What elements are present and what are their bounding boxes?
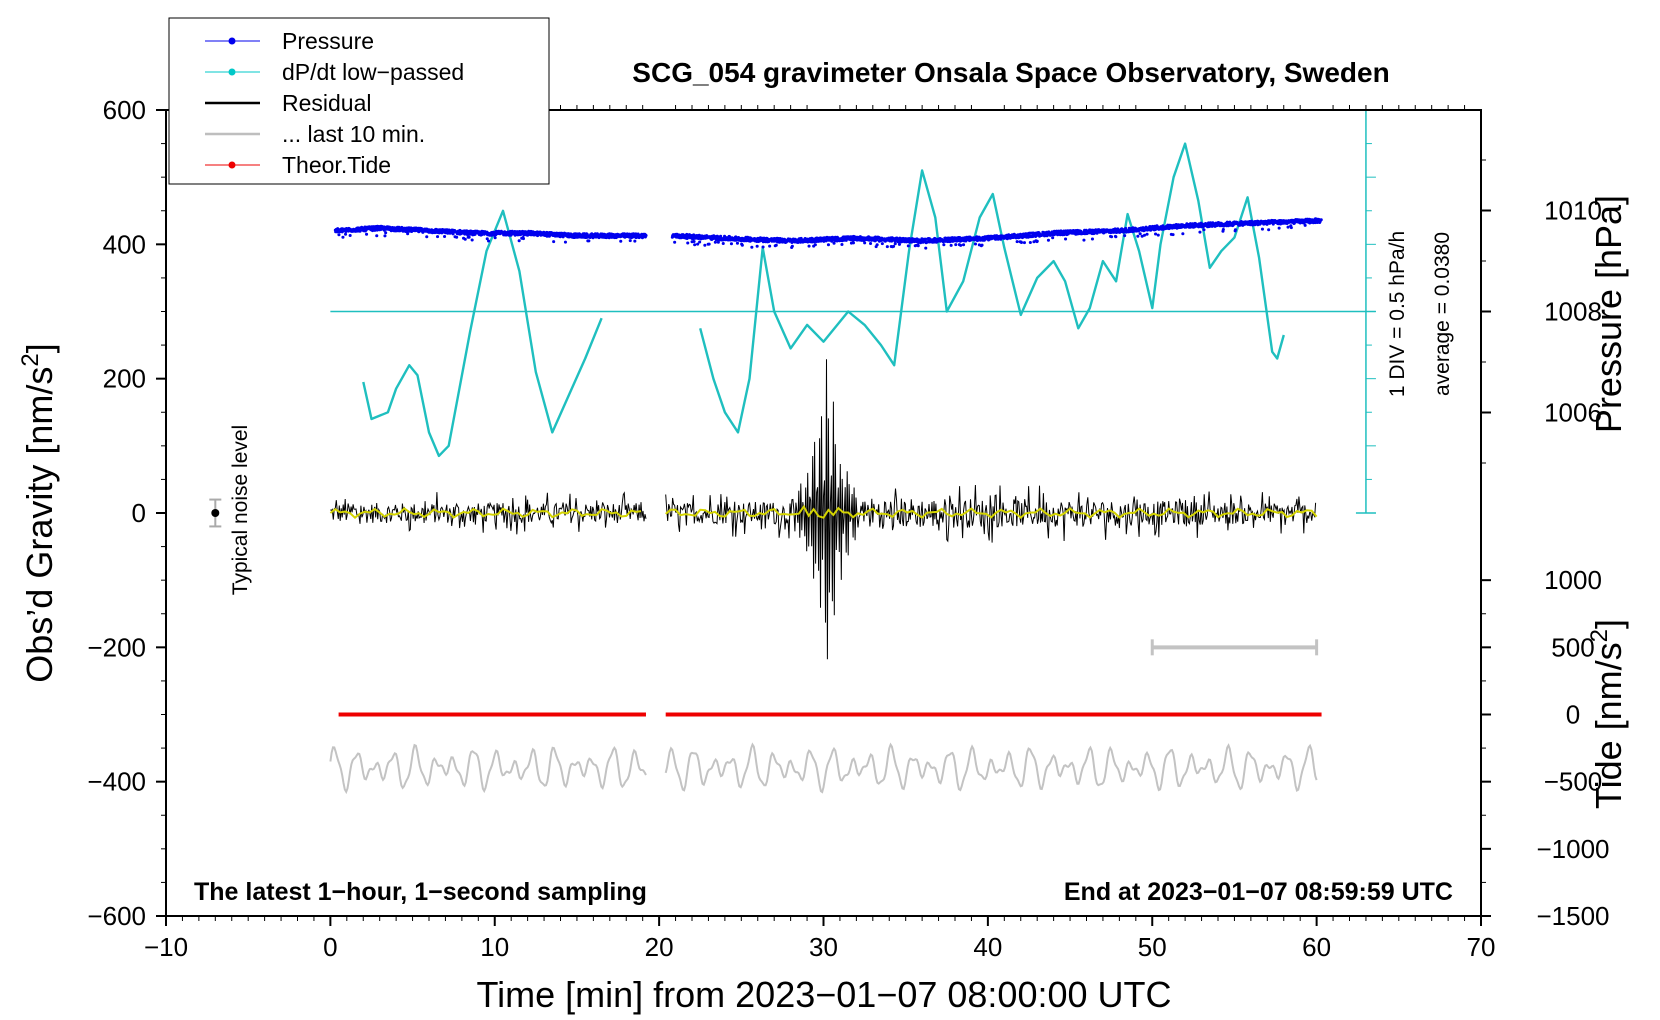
- pressure-tick-label: 1010: [1544, 195, 1602, 225]
- x-axis-label: Time [min] from 2023−01−07 08:00:00 UTC: [476, 974, 1171, 1015]
- tide-tick-label: −500: [1544, 767, 1603, 797]
- pressure-tick-label: 1008: [1544, 297, 1602, 327]
- y-tick-label: −600: [87, 901, 146, 931]
- chart-title: SCG_054 gravimeter Onsala Space Observat…: [632, 57, 1389, 88]
- y-tick-label: 400: [103, 229, 146, 259]
- x-tick-label: 10: [480, 932, 509, 962]
- last10-layer: [329, 742, 1318, 795]
- legend-label: ... last 10 min.: [282, 121, 425, 147]
- y-tick-label: 200: [103, 364, 146, 394]
- legend-items: Pressure dP/dt low−passed Residual ... last…: [205, 28, 464, 178]
- x-tick-label: 40: [973, 932, 1002, 962]
- noise-level-label: Typical noise level: [229, 425, 252, 595]
- x-tick-label: 20: [645, 932, 674, 962]
- dpdt-scale-label: 1 DIV = 0.5 hPa/h: [1386, 231, 1409, 397]
- dpdt-layer: [362, 142, 1285, 458]
- pressure-axis-label: Pressure [hPa]: [1588, 195, 1629, 433]
- pressure-dots: [333, 224, 648, 244]
- axes-layer: −10 0 10 20 30 40 50 60 70 600 400 200 0 −200 −400 −600…: [87, 95, 1609, 962]
- footer-left-label: The latest 1−hour, 1−second sampling: [194, 878, 647, 906]
- dpdt-line-segment: [699, 142, 1285, 434]
- last10-line-segment: [664, 742, 1318, 794]
- legend-label: Theor.Tide: [282, 152, 391, 178]
- tide-tick-label: −1500: [1536, 901, 1609, 931]
- x-tick-label: 60: [1302, 932, 1331, 962]
- tide-tick-label: 1000: [1544, 565, 1602, 595]
- pressure-tick-label: 1006: [1544, 398, 1602, 428]
- x-tick-label: 0: [323, 932, 337, 962]
- legend: Pressure dP/dt low−passed Residual ... last…: [168, 17, 550, 185]
- y-tick-label: 0: [132, 498, 146, 528]
- legend-swatch-marker: [228, 161, 236, 169]
- tide-tick-label: 500: [1551, 632, 1594, 662]
- residual-smoothed-line: [329, 507, 642, 520]
- legend-label: Residual: [282, 90, 372, 116]
- residual-line-segment: [665, 359, 1317, 660]
- residual-layer: [329, 359, 1318, 660]
- footer-right-label: End at 2023−01−07 08:59:59 UTC: [1064, 878, 1453, 906]
- x-tick-label: 50: [1138, 932, 1167, 962]
- residual-smoothed-line: [665, 504, 1318, 519]
- y-tick-label: −400: [87, 767, 146, 797]
- pressure-layer: [333, 217, 1323, 250]
- dpdt-baseline-layer: [330, 109, 1376, 514]
- dpdt-average-label: average = 0.0380: [1431, 232, 1454, 396]
- tide-axis-label: Tide [nm/s2]: [1586, 619, 1629, 809]
- y-axis-label: Obs’d Gravity [nm/s2]: [17, 343, 60, 682]
- x-tick-label: 30: [809, 932, 838, 962]
- legend-label: dP/dt low−passed: [282, 59, 464, 85]
- misc-marks-layer: [209, 498, 1319, 656]
- y-tick-label: 600: [103, 95, 146, 125]
- dpdt-line-segment: [362, 209, 603, 458]
- legend-label: Pressure: [282, 28, 374, 54]
- tide-tick-label: 0: [1566, 700, 1580, 730]
- legend-box: [168, 17, 550, 185]
- tide-tick-label: −1000: [1536, 834, 1609, 864]
- x-tick-label: 70: [1467, 932, 1496, 962]
- legend-swatch-marker: [228, 37, 236, 45]
- pressure-dots: [670, 217, 1323, 250]
- y-tick-label: −200: [87, 632, 146, 662]
- last10-line-segment: [329, 743, 647, 795]
- x-tick-label: −10: [144, 932, 188, 962]
- noise-marker-dot: [211, 509, 220, 517]
- legend-swatch-marker: [228, 68, 236, 76]
